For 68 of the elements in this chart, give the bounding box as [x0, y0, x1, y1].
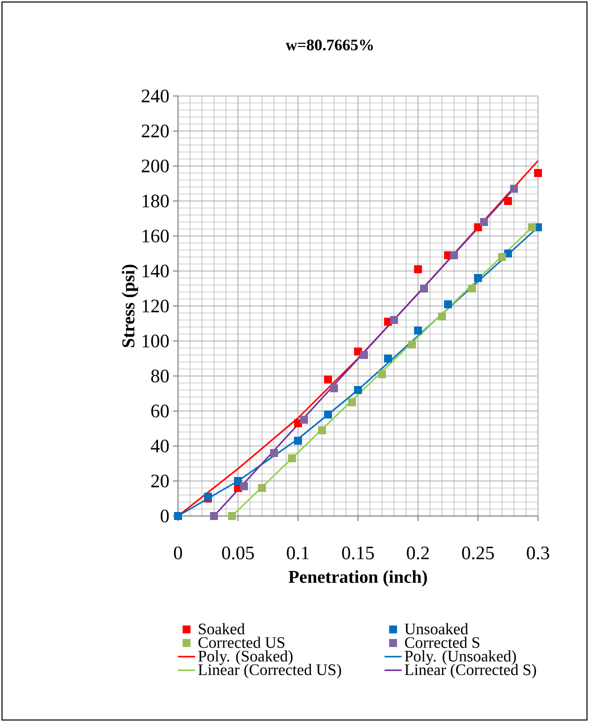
point — [294, 436, 302, 445]
y-tick-label: 40 — [150, 440, 169, 452]
y-tick-label: 180 — [142, 194, 169, 208]
legend-label: Corrected S — [405, 636, 480, 648]
point — [414, 265, 422, 274]
point — [318, 426, 326, 434]
point — [480, 218, 488, 226]
legend-label: Soaked — [198, 623, 245, 634]
y-tick-label: 80 — [151, 370, 169, 382]
point — [534, 169, 542, 177]
point — [504, 197, 512, 205]
point — [228, 512, 236, 520]
x-tick-label: 0.2 — [406, 546, 429, 560]
x-tick-label: 0.1 — [286, 546, 309, 560]
legend-label: Linear (Corrected US) — [198, 664, 342, 678]
y-tick-label: 220 — [142, 124, 169, 138]
point — [324, 410, 332, 418]
point — [390, 316, 398, 324]
point — [348, 398, 356, 406]
point — [414, 326, 422, 334]
point — [498, 253, 506, 261]
legend-label: Unsoaked — [404, 623, 468, 634]
point — [330, 384, 338, 392]
legend-label: Poly. (Unsoaked) — [404, 650, 516, 665]
point — [528, 223, 536, 232]
y-tick-label: 160 — [142, 230, 169, 242]
point — [384, 354, 392, 362]
y-tick-label: 100 — [142, 334, 169, 348]
x-tick-label: 0.15 — [342, 546, 374, 560]
point — [468, 284, 476, 292]
point — [354, 386, 362, 394]
y-tick-label: 140 — [142, 264, 169, 278]
point — [354, 348, 362, 356]
point — [510, 184, 518, 193]
chart-title: w=80.7665% — [286, 40, 373, 50]
point — [420, 284, 428, 292]
y-tick-label: 0 — [160, 510, 169, 522]
point — [234, 477, 242, 485]
point — [300, 416, 308, 424]
y-tick-label: 120 — [142, 300, 169, 312]
point — [474, 274, 482, 282]
y-tick-label: 20 — [151, 474, 169, 488]
y-tick-label: 200 — [142, 160, 169, 172]
point — [288, 454, 296, 462]
y-axis-title: Stress (psi) — [122, 264, 138, 348]
point — [450, 251, 458, 260]
x-tick-label: 0.25 — [462, 546, 494, 560]
point — [360, 351, 368, 359]
point — [444, 300, 452, 308]
legend-label: Corrected US — [198, 636, 284, 648]
point — [240, 482, 248, 490]
point — [210, 512, 218, 520]
point — [474, 223, 482, 232]
point — [378, 370, 386, 378]
x-tick-label: 0.3 — [526, 546, 550, 560]
y-tick-label: 240 — [142, 90, 169, 102]
point — [270, 449, 278, 457]
y-tick-label: 60 — [151, 404, 169, 418]
x-tick-label: 0.05 — [222, 546, 254, 560]
point — [408, 340, 416, 348]
legend-label: Poly. (Soaked) — [198, 650, 293, 665]
x-tick-label: 0 — [174, 546, 182, 560]
point — [438, 312, 446, 320]
x-axis-title: Penetration (inch) — [288, 570, 427, 587]
point — [324, 376, 332, 384]
point — [258, 484, 266, 492]
point — [504, 250, 512, 258]
legend-label: Linear (Corrected S) — [404, 664, 536, 678]
